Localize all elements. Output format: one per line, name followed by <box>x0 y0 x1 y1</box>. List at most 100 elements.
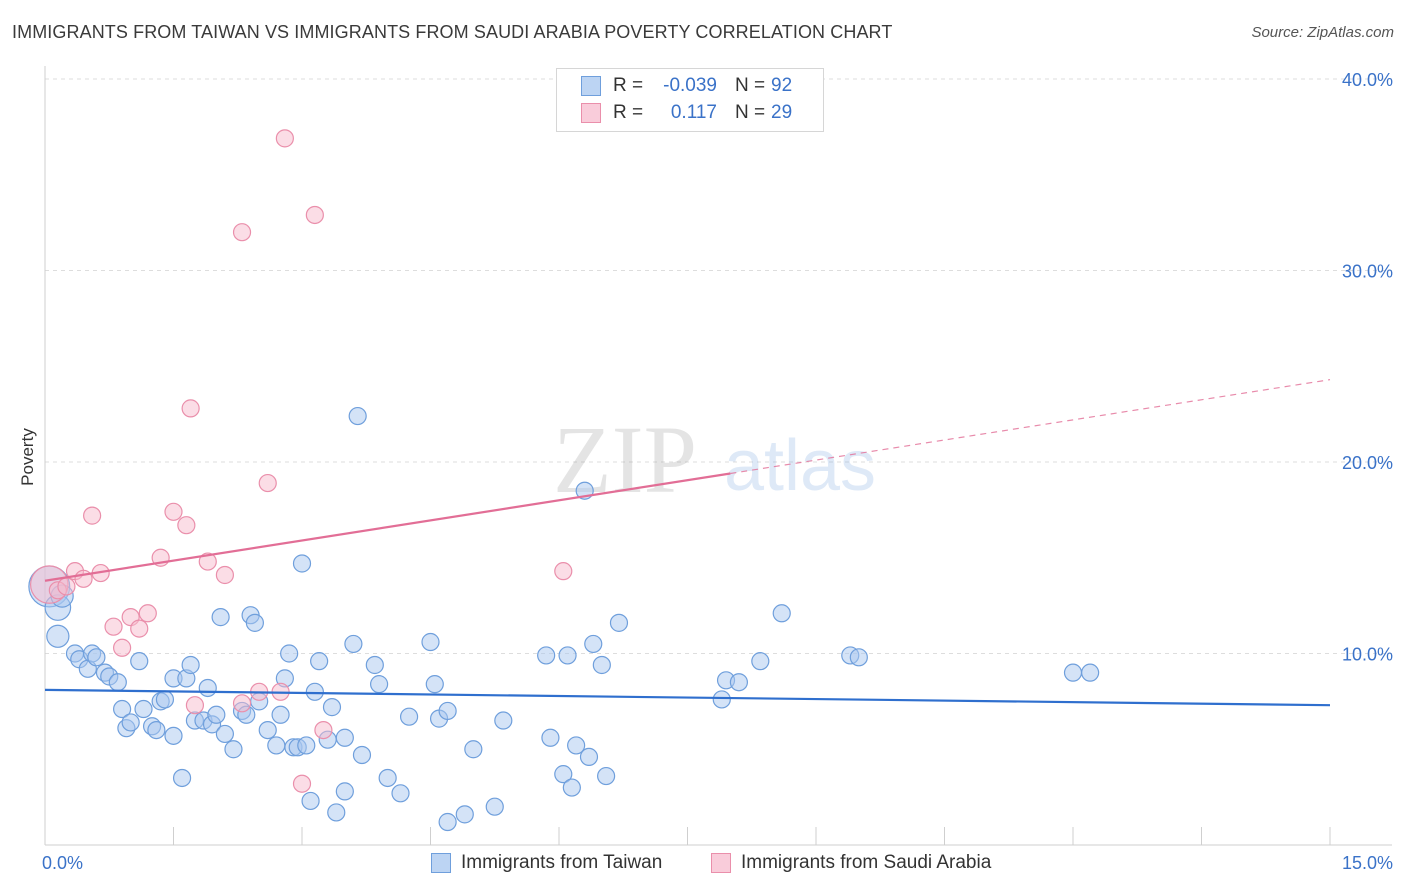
data-point <box>335 728 354 747</box>
data-point <box>207 705 226 724</box>
data-point <box>112 699 132 719</box>
data-point <box>108 673 127 692</box>
legend-item-taiwan[interactable]: Immigrants from Taiwan <box>431 852 662 874</box>
data-point <box>258 473 277 493</box>
data-point <box>198 678 217 698</box>
taiwan-legend-swatch <box>431 853 451 873</box>
data-point <box>181 399 200 418</box>
data-point <box>438 701 457 721</box>
data-point <box>198 552 217 571</box>
data-point <box>271 705 290 724</box>
source-label: Source: ZipAtlas.com <box>1251 24 1394 41</box>
data-point <box>425 675 444 694</box>
data-point <box>224 740 243 759</box>
data-point <box>558 646 577 665</box>
data-point <box>275 129 294 148</box>
data-point <box>155 690 175 709</box>
data-point <box>130 619 149 638</box>
data-point <box>280 644 299 663</box>
saudi-points <box>29 129 573 793</box>
data-point <box>1063 663 1083 682</box>
watermark: ZIP atlas <box>553 406 876 513</box>
x-tick-label-min: 0.0% <box>42 853 83 873</box>
data-point <box>567 736 586 755</box>
data-point <box>584 634 603 654</box>
data-point <box>421 632 440 652</box>
r-label: R = <box>613 75 644 96</box>
data-point <box>712 690 731 709</box>
data-point <box>292 774 312 793</box>
data-point <box>537 646 556 665</box>
data-point <box>305 682 324 701</box>
axis-layer <box>44 66 1392 846</box>
y-tick-label: 20.0% <box>1342 453 1393 473</box>
taiwan-legend-label: Immigrants from Taiwan <box>461 852 663 873</box>
saudi-trend-extension <box>730 379 1331 475</box>
data-point <box>849 648 868 667</box>
data-point <box>292 554 312 573</box>
data-point <box>352 745 372 765</box>
data-point <box>485 797 504 816</box>
data-point <box>348 406 367 426</box>
saudi-legend-label: Immigrants from Saudi Arabia <box>741 852 992 873</box>
legend-item-saudi[interactable]: Immigrants from Saudi Arabia <box>711 852 991 874</box>
n-label: N = <box>735 102 766 123</box>
n-value: 92 <box>771 75 793 96</box>
data-point <box>365 655 384 675</box>
data-point <box>258 720 277 740</box>
data-point <box>554 765 573 784</box>
data-point <box>378 768 397 788</box>
data-point <box>215 565 234 585</box>
data-point <box>310 652 329 671</box>
tick-labels: 10.0% 20.0% 30.0% 40.0% 0.0% 15.0% <box>42 70 1393 873</box>
data-point <box>772 604 791 623</box>
data-point <box>57 577 76 596</box>
data-point <box>729 673 749 692</box>
r-label: R = <box>613 102 644 123</box>
saudi-trend-line <box>44 472 731 582</box>
taiwan-swatch <box>581 76 601 96</box>
data-point <box>579 747 599 767</box>
data-point <box>370 675 389 694</box>
data-point <box>562 778 581 797</box>
data-point <box>335 782 354 801</box>
data-point <box>215 724 234 744</box>
data-point <box>87 648 106 667</box>
taiwan-trend-line <box>44 688 1331 707</box>
data-point <box>609 613 629 632</box>
grid-layer <box>45 78 1392 654</box>
data-point <box>438 812 457 832</box>
data-point <box>181 655 200 675</box>
legend-row-taiwan: R = -0.039 N = 92 <box>581 73 792 99</box>
data-point <box>112 638 132 657</box>
data-point <box>232 223 252 242</box>
data-point <box>267 736 286 755</box>
y-tick-label: 10.0% <box>1342 645 1393 665</box>
data-point <box>314 720 333 740</box>
saudi-legend-swatch <box>711 853 731 873</box>
saudi-swatch <box>581 103 601 123</box>
legend-row-saudi: R = 0.117 N = 29 <box>581 100 792 126</box>
data-point <box>104 617 123 636</box>
data-point <box>297 736 316 755</box>
data-point <box>597 766 616 786</box>
y-tick-label: 40.0% <box>1342 70 1393 90</box>
data-point <box>138 604 157 623</box>
data-point <box>541 728 560 747</box>
data-point <box>399 707 419 726</box>
data-point <box>327 803 346 822</box>
data-point <box>494 711 513 730</box>
r-value: -0.039 <box>663 75 717 96</box>
data-point <box>164 502 183 521</box>
data-point <box>46 624 70 648</box>
data-point <box>134 699 153 719</box>
data-point <box>464 740 483 759</box>
x-tick-label-max: 15.0% <box>1342 853 1393 873</box>
data-point <box>164 726 183 745</box>
data-point <box>322 698 342 717</box>
y-axis-label: Poverty <box>18 428 37 486</box>
watermark-atlas: atlas <box>724 426 876 506</box>
data-point <box>344 634 363 654</box>
data-point <box>305 205 324 225</box>
